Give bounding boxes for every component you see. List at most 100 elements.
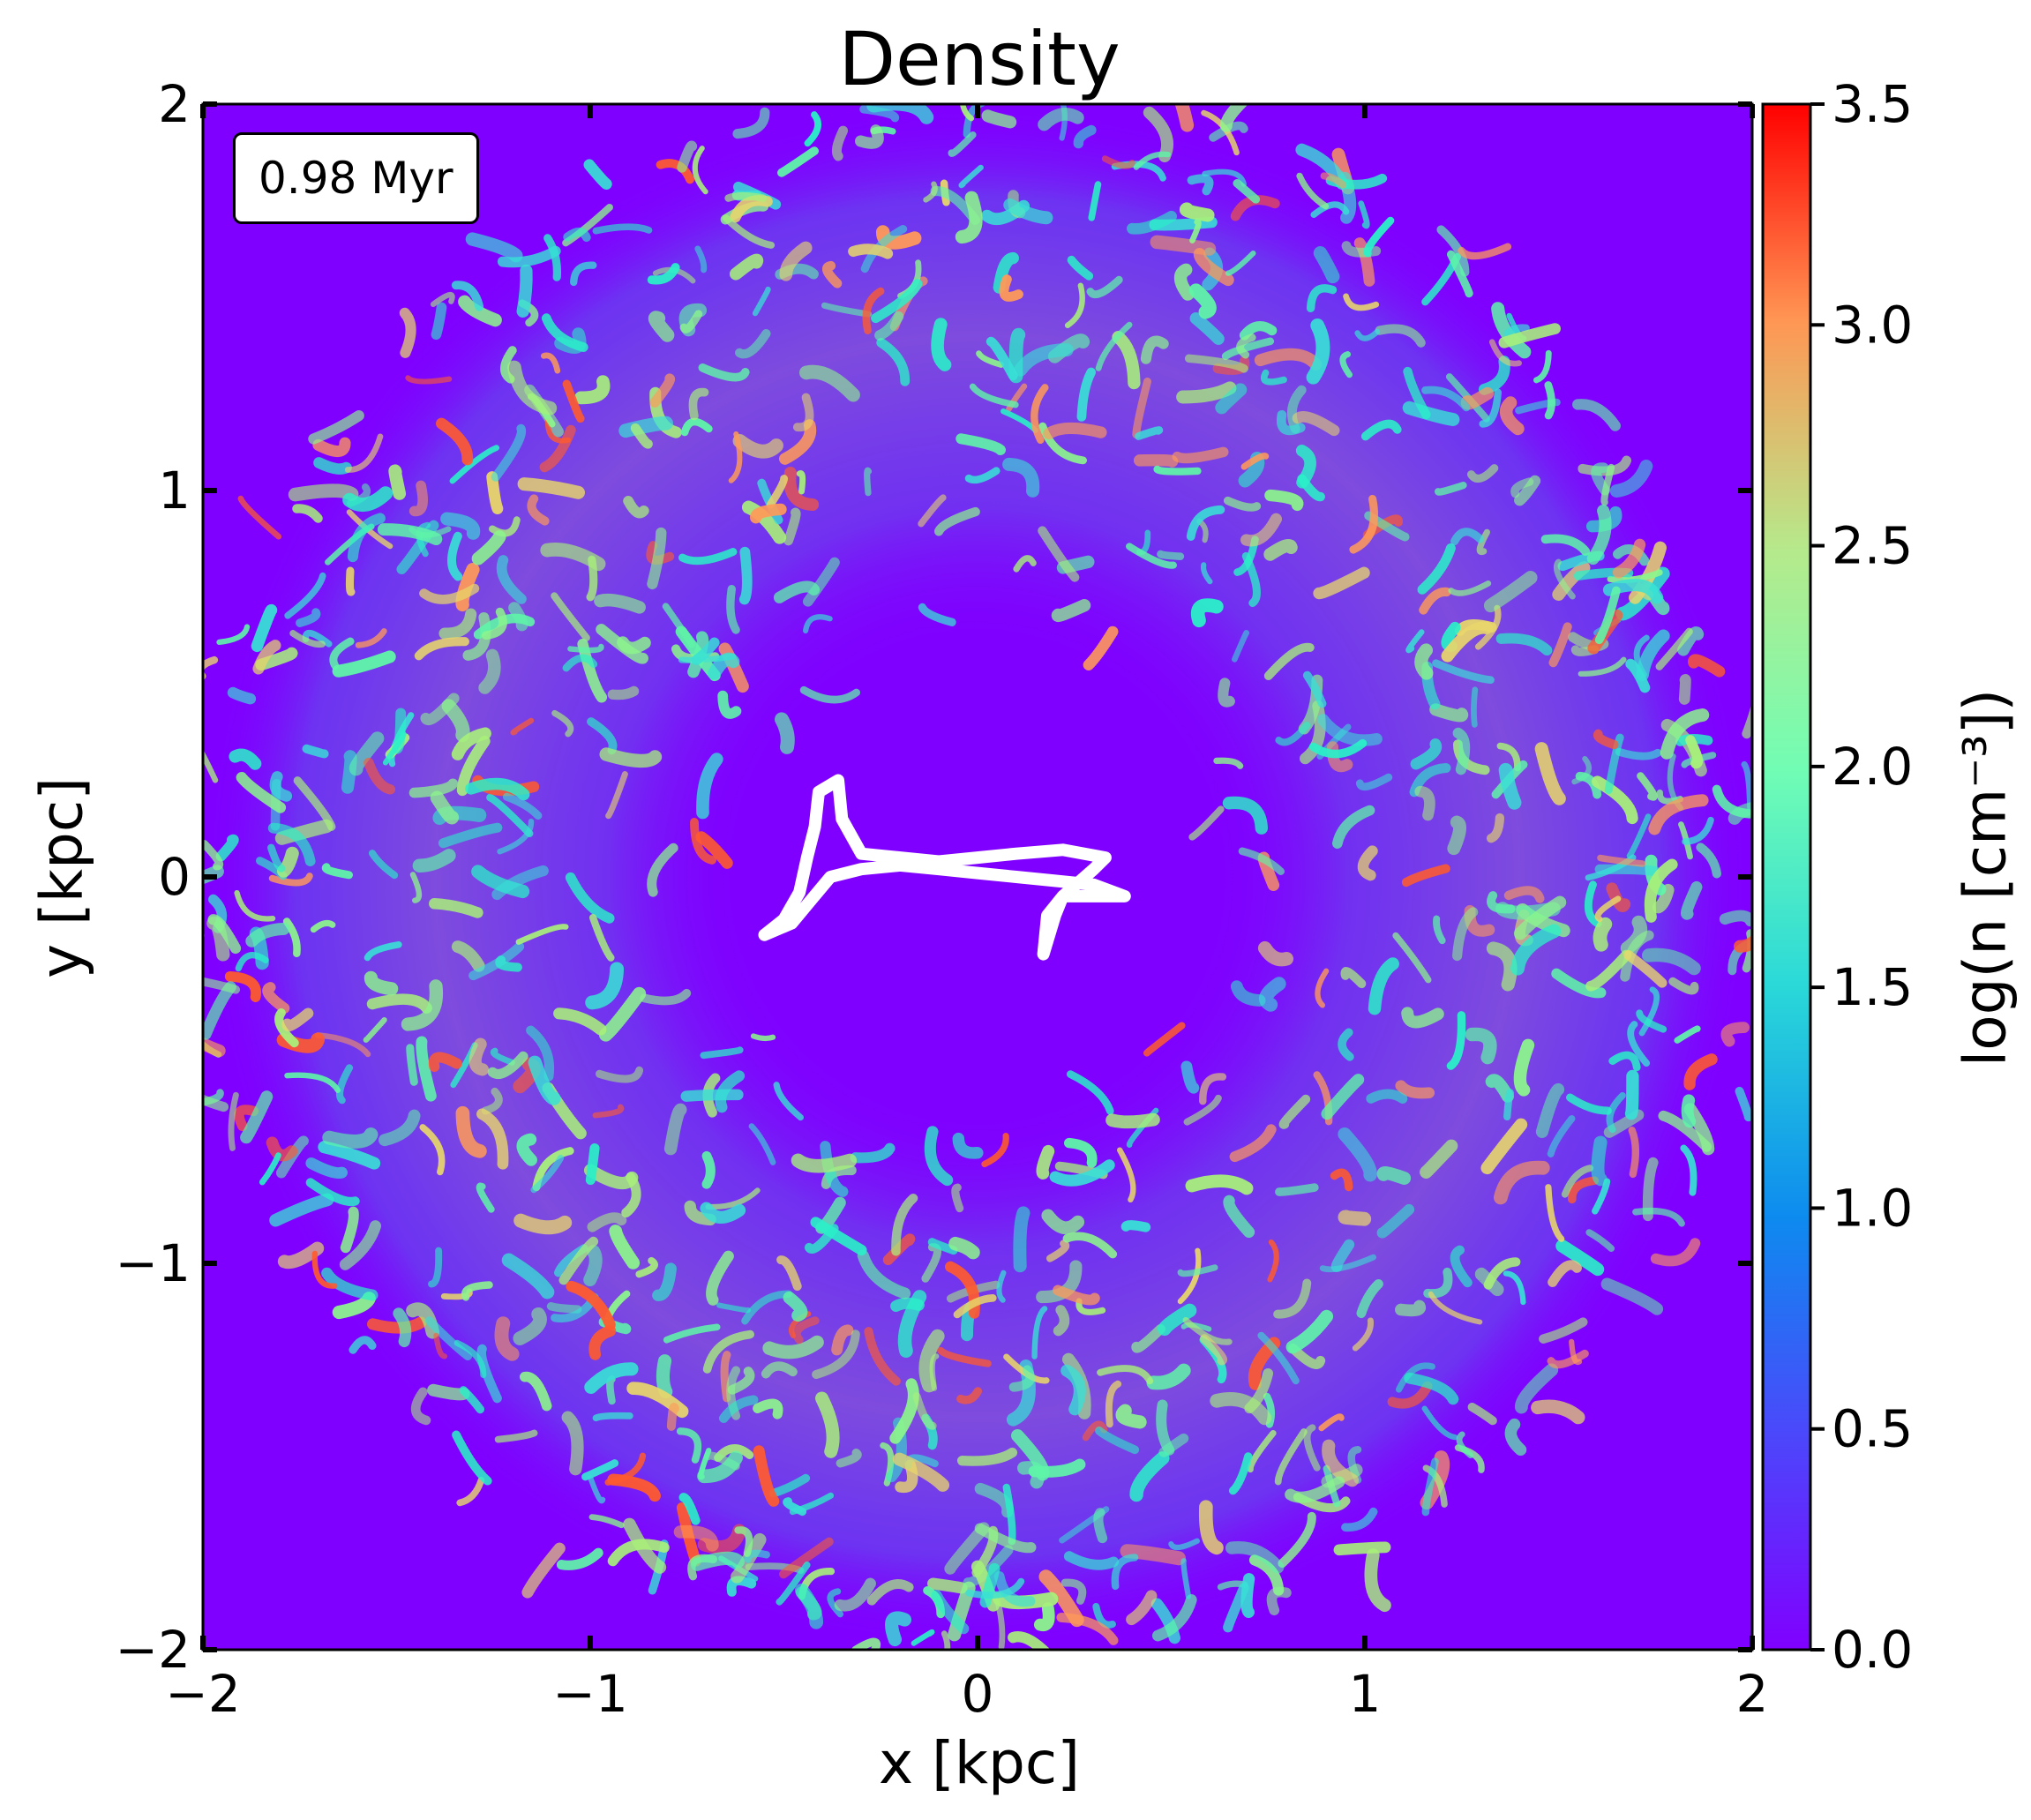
density-filament [1179,202,1215,222]
density-filament [1392,932,1432,984]
density-filament [1465,1027,1497,1065]
density-filament [308,410,364,445]
density-filament [1678,674,1691,705]
density-filament [462,611,491,661]
density-filament [1131,1323,1165,1353]
density-filament [647,527,667,590]
x-axis-label: x [kpc] [879,1729,1080,1797]
density-filament [1566,1093,1612,1115]
density-filament [409,872,423,903]
density-filament [1076,367,1097,422]
density-filament [1613,544,1650,566]
density-filament [690,818,717,865]
density-filament [912,1392,937,1430]
density-filament [1604,733,1624,794]
density-filament [1060,1578,1087,1605]
density-filament [234,1105,259,1132]
density-filament [429,898,483,918]
density-filament [446,531,463,581]
density-filament [607,685,640,700]
density-filament [640,988,692,1006]
density-filament [958,164,984,189]
x-tick-label: 1 [1349,1664,1382,1724]
density-filament [1223,496,1262,512]
density-filament [329,637,355,670]
density-filament [1275,1183,1319,1196]
density-filament [526,1025,555,1082]
density-filament [750,1033,776,1042]
density-filament [662,603,696,648]
density-filament [585,1143,600,1186]
density-filament [1460,386,1495,410]
density-filament [1584,880,1602,928]
density-filament [783,467,820,511]
density-filament [481,1087,503,1115]
density-filament [1082,1420,1108,1442]
density-filament [491,865,549,901]
density-filament [1247,1429,1277,1473]
density-filament [871,279,923,324]
density-filament [750,503,787,524]
density-filament [1230,980,1266,1007]
density-filament [1063,1551,1120,1570]
density-filament [1075,1298,1106,1315]
density-filament [1626,813,1652,859]
density-filament [378,1109,421,1147]
density-filament [494,1316,520,1361]
density-filament [1627,1021,1651,1067]
density-filament [456,1476,485,1507]
density-filament [1591,1135,1608,1187]
density-filament [419,583,480,604]
density-filament [497,818,535,855]
density-filament [676,1427,702,1464]
density-filament [700,1202,746,1224]
density-filament [1143,1022,1186,1057]
density-filament [1548,1260,1582,1287]
density-filament [1200,1334,1227,1366]
density-filament [322,1127,378,1149]
density-filament [1625,658,1651,693]
density-filament [1620,915,1648,955]
density-filament [963,104,986,139]
density-filament [1308,738,1368,759]
colorbar-tick-label: 2.5 [1832,516,1913,576]
density-filament [1395,1080,1435,1099]
density-filament [1572,399,1621,431]
density-filament [677,140,698,173]
density-filament [745,1562,805,1574]
density-filament [1036,1144,1055,1180]
x-tick-label: −2 [165,1664,241,1724]
density-filament [594,593,646,614]
density-filament [1003,198,1053,225]
density-filament [427,1383,470,1401]
density-filament [1434,482,1467,496]
density-filament [884,1611,912,1647]
density-filament [1008,1630,1051,1650]
density-filament [1292,410,1340,437]
density-filament [1421,1457,1439,1517]
density-filament [1597,854,1646,867]
density-filament [1186,505,1225,541]
density-filament [1486,813,1505,843]
density-filament [1341,241,1382,258]
density-filament [476,1182,495,1213]
density-filament [1585,506,1623,533]
density-filament [1466,464,1499,483]
density-filament [1320,172,1347,189]
density-filament [792,1316,820,1344]
density-filament [1275,722,1311,746]
density-filament [794,1583,824,1629]
density-filament [1319,1254,1376,1273]
density-filament [592,1104,625,1119]
density-filament [513,1307,547,1345]
density-filament [1274,1428,1308,1486]
density-filament [228,1091,239,1151]
density-filament [1060,1364,1086,1416]
density-filament [1513,1038,1535,1097]
density-filament [1199,1073,1227,1105]
density-filament [1609,460,1653,498]
density-filament [1088,181,1102,221]
density-filament [734,1526,753,1557]
density-filament [486,793,534,838]
density-filament [696,753,723,820]
